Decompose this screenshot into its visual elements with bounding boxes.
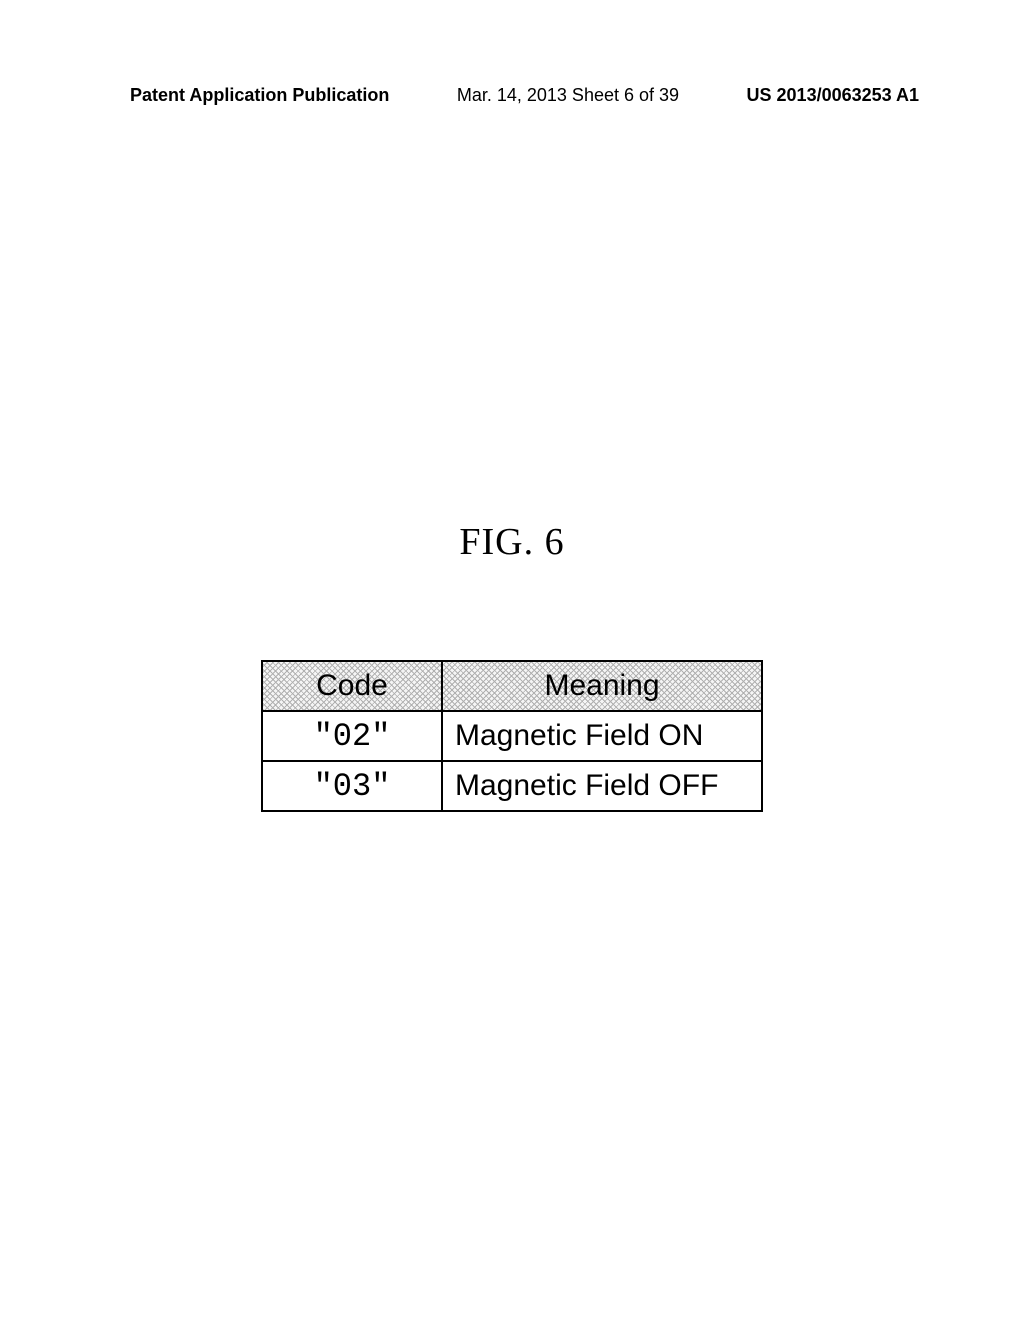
code-meaning-table: Code Meaning "02" Magnetic Field ON "03"… (261, 660, 763, 812)
table-row: "02" Magnetic Field ON (262, 711, 762, 761)
meaning-cell: Magnetic Field ON (442, 711, 762, 761)
column-header-meaning: Meaning (442, 661, 762, 711)
meaning-cell: Magnetic Field OFF (442, 761, 762, 811)
table-row: "03" Magnetic Field OFF (262, 761, 762, 811)
table-header-row: Code Meaning (262, 661, 762, 711)
figure-title: FIG. 6 (0, 520, 1024, 564)
publication-label: Patent Application Publication (130, 85, 389, 106)
code-cell: "03" (262, 761, 442, 811)
date-sheet-info: Mar. 14, 2013 Sheet 6 of 39 (457, 85, 679, 106)
column-header-code: Code (262, 661, 442, 711)
code-cell: "02" (262, 711, 442, 761)
page-header: Patent Application Publication Mar. 14, … (0, 85, 1024, 106)
publication-number: US 2013/0063253 A1 (747, 85, 919, 106)
